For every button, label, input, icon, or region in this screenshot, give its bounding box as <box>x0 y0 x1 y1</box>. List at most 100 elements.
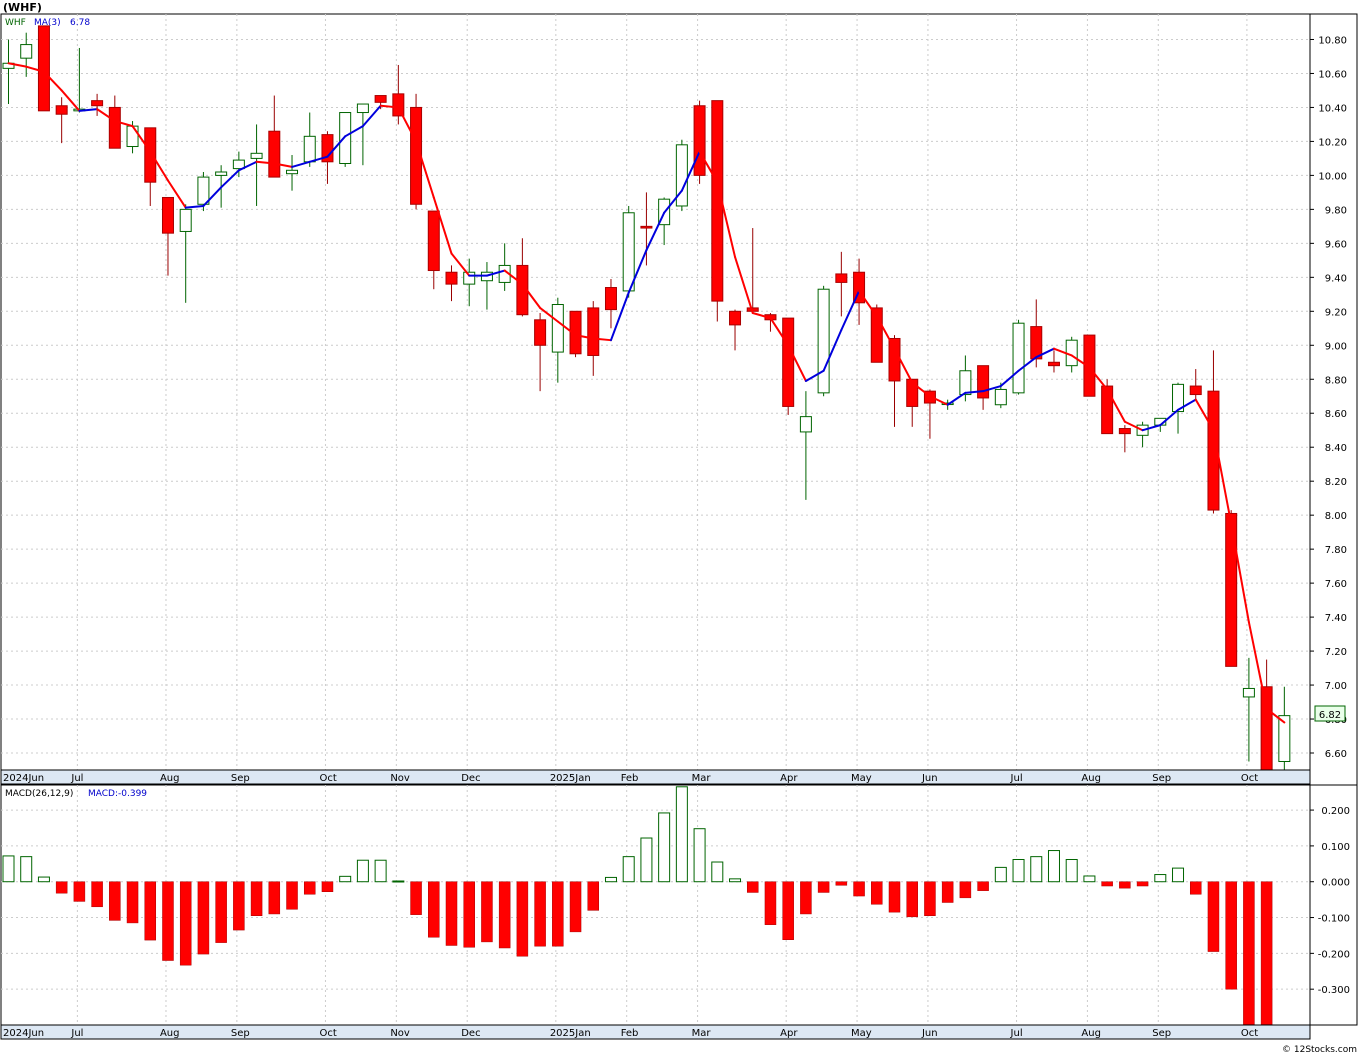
ma3-segment <box>184 204 205 209</box>
price-candle <box>286 155 299 191</box>
macd-bar <box>924 881 936 916</box>
candle-body <box>711 100 724 302</box>
candle-body <box>693 105 706 176</box>
ma3-segment <box>25 65 45 73</box>
month-label: Aug <box>160 1028 180 1039</box>
macd-tick-label: 0.100 <box>1321 842 1350 853</box>
ma3-segment <box>1212 429 1233 525</box>
macd-bar <box>268 881 281 915</box>
ma3-segment <box>255 160 276 165</box>
candle-body <box>1172 383 1185 413</box>
macd-bar <box>587 881 600 911</box>
candle-body <box>1207 390 1220 511</box>
price-candle <box>1101 379 1114 435</box>
price-candle <box>1012 319 1025 395</box>
ma3-segment <box>397 106 418 143</box>
ma3-segment <box>415 140 435 199</box>
ma3-segment <box>1052 347 1073 357</box>
ma3-segment <box>1141 424 1162 432</box>
price-candle <box>1030 299 1043 368</box>
macd-bar <box>782 881 794 940</box>
candle-body <box>179 208 192 232</box>
macd-bar <box>534 881 546 947</box>
candle-body <box>870 307 883 363</box>
candle-body <box>55 105 68 115</box>
price-tick-label: 9.40 <box>1325 273 1347 284</box>
macd-bar <box>1012 859 1025 883</box>
ma3-segment <box>220 169 240 189</box>
candle-body <box>729 310 742 326</box>
macd-bar <box>233 881 245 931</box>
candle-body <box>339 112 352 165</box>
macd-bar <box>729 878 742 883</box>
macd-bar <box>445 881 458 946</box>
ma3-segment <box>716 181 737 258</box>
macd-bar <box>1119 881 1131 889</box>
candle-body <box>215 171 228 176</box>
macd-bar <box>800 881 812 915</box>
price-candle <box>144 127 157 206</box>
macd-bar <box>604 876 617 883</box>
macd-bar <box>941 881 954 903</box>
macd-bar <box>356 859 369 883</box>
ma3-segment <box>556 320 577 337</box>
price-tick-label: 9.20 <box>1325 307 1347 318</box>
candle-body <box>427 210 440 272</box>
price-tick-label: 10.20 <box>1318 137 1347 148</box>
price-candle <box>675 139 688 212</box>
price-candle <box>1225 510 1238 667</box>
candle-body <box>888 337 901 382</box>
month-label: 2024Jun <box>3 773 44 784</box>
candle-body <box>232 159 245 170</box>
candle-body <box>303 135 316 163</box>
ma3-segment <box>60 89 81 112</box>
macd-bar <box>2 855 15 883</box>
macd-tick-label: -0.200 <box>1318 949 1350 960</box>
candle-body <box>392 93 405 117</box>
candle-body <box>604 287 617 311</box>
candle-body <box>1225 512 1238 667</box>
month-label: Oct <box>1241 1028 1258 1039</box>
macd-bar <box>1136 881 1149 887</box>
price-candle <box>977 365 990 410</box>
macd-bar <box>1172 867 1185 883</box>
macd-tick-label: -0.300 <box>1318 985 1350 996</box>
month-label: Oct <box>319 1028 336 1039</box>
candle-body <box>321 134 334 163</box>
macd-bar <box>906 881 918 918</box>
ma3-segment <box>1177 398 1197 411</box>
candle-body <box>1278 715 1291 763</box>
macd-legend-value: MACD:-0.399 <box>88 789 147 799</box>
last-price-badge: 6.82 <box>1314 705 1346 722</box>
macd-legend-label: MACD(26,12,9) <box>5 789 73 799</box>
ma3-segment <box>379 104 400 109</box>
macd-bar <box>853 881 865 897</box>
candle-body <box>37 25 50 112</box>
candle-body <box>569 310 582 355</box>
month-label: Mar <box>692 1028 712 1039</box>
month-axis-top <box>0 769 1311 785</box>
candle-body <box>286 169 299 175</box>
macd-bar <box>569 881 582 933</box>
ma3-segment <box>592 337 612 342</box>
candle-body <box>108 106 121 149</box>
macd-bar <box>994 866 1007 883</box>
price-candle <box>445 265 458 302</box>
price-candle <box>711 100 724 322</box>
ma3-segment <box>1194 398 1215 432</box>
macd-bar <box>321 881 334 892</box>
macd-axis-frame <box>1309 784 1358 1026</box>
ma3-segment <box>663 189 683 214</box>
ma3-segment <box>78 108 99 112</box>
macd-bar <box>1083 875 1096 883</box>
ma3-segment <box>787 344 807 382</box>
macd-bar <box>693 828 706 883</box>
price-tick-label: 10.40 <box>1318 103 1347 114</box>
candle-body <box>250 152 263 159</box>
ma3-segment <box>291 160 311 168</box>
candle-body <box>906 378 919 407</box>
macd-bar <box>959 881 972 899</box>
macd-bar <box>286 881 298 910</box>
price-tick-label: 7.40 <box>1325 613 1347 624</box>
